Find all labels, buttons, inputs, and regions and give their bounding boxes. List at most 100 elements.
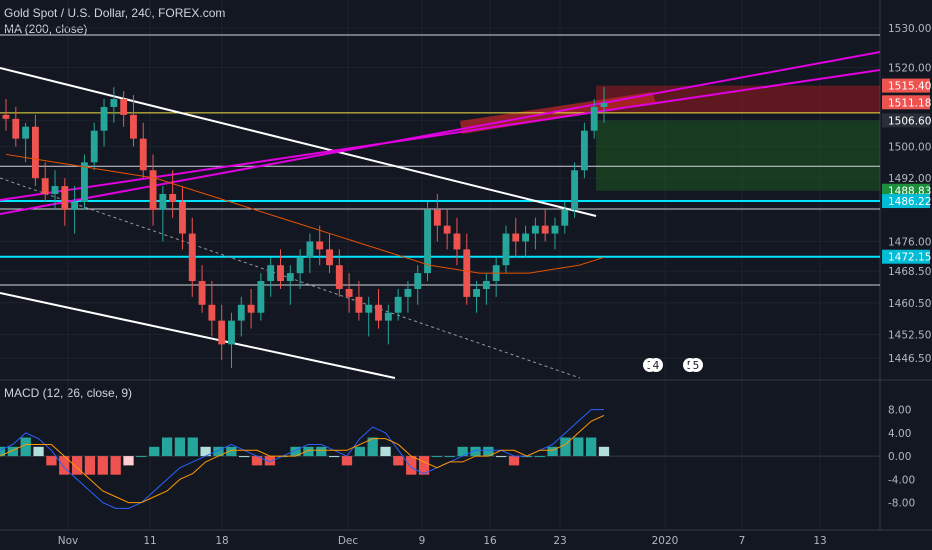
candle-body bbox=[120, 99, 128, 115]
macd-histogram-bar bbox=[328, 456, 340, 458]
time-axis: Nov 11 18 Dec 9 16 23 2020 7 13 bbox=[58, 535, 827, 547]
symbol-title[interactable]: Gold Spot / U.S. Dollar, 240, FOREX.com bbox=[4, 6, 226, 20]
candle bbox=[473, 281, 480, 313]
price-tag-box bbox=[882, 78, 930, 93]
time-axis-label: 18 bbox=[215, 535, 228, 547]
candle-body bbox=[443, 225, 451, 234]
candle-body bbox=[51, 186, 59, 194]
price-axis-label: 1452.50 bbox=[888, 329, 931, 341]
candle bbox=[159, 186, 167, 242]
macd-histogram-bar bbox=[20, 437, 31, 457]
macd-histogram-bar bbox=[598, 446, 610, 457]
time-axis-label: 7 bbox=[739, 535, 746, 547]
candle-body bbox=[267, 265, 275, 282]
candle-body bbox=[433, 209, 441, 226]
candle bbox=[228, 312, 235, 369]
macd-histogram-bar bbox=[354, 446, 365, 457]
candle bbox=[208, 281, 216, 337]
candle-body bbox=[482, 281, 490, 289]
macd-histogram-bar bbox=[573, 437, 584, 457]
candle-body bbox=[237, 304, 245, 321]
macd-axis-label: -4.00 bbox=[888, 474, 915, 486]
candle bbox=[90, 122, 98, 171]
price-tags: 1515.401511.181506.601488.831486.221472.… bbox=[882, 78, 931, 264]
candle-body bbox=[414, 273, 422, 289]
price-tag-label: 1472.15 bbox=[888, 252, 931, 264]
candle-body bbox=[90, 130, 98, 163]
candle-body bbox=[22, 126, 30, 139]
event-badge-circle bbox=[649, 358, 663, 372]
candle bbox=[41, 162, 49, 202]
macd-histogram-bar bbox=[110, 456, 121, 475]
macd-line bbox=[0, 409, 604, 509]
macd-histogram-bar bbox=[174, 437, 186, 457]
candle bbox=[71, 186, 79, 234]
candle-body bbox=[306, 241, 314, 258]
candle-body bbox=[41, 178, 49, 194]
price-tag-box bbox=[882, 249, 930, 264]
macd-histogram-bar bbox=[187, 437, 198, 457]
candle bbox=[590, 99, 598, 139]
candle bbox=[345, 273, 353, 313]
candle bbox=[394, 288, 402, 321]
price-axis-label: 1476.00 bbox=[888, 236, 931, 248]
macd-histogram-bar bbox=[470, 446, 481, 457]
candle bbox=[512, 217, 520, 258]
candle-body bbox=[277, 265, 284, 282]
candle bbox=[355, 281, 363, 321]
candle-body bbox=[296, 257, 304, 274]
price-axis-label: 1468.50 bbox=[888, 266, 931, 278]
candle-body bbox=[286, 273, 294, 282]
candle bbox=[237, 296, 245, 337]
candle bbox=[541, 209, 549, 242]
candle-body bbox=[188, 233, 196, 282]
candle-body bbox=[316, 241, 324, 250]
macd-axis: 8.00 4.00 0.00 -4.00 -8.00 bbox=[888, 405, 915, 510]
macd-histogram-bar bbox=[534, 456, 545, 458]
macd-histogram-bar bbox=[393, 456, 404, 466]
candle-body bbox=[453, 233, 461, 250]
event-badge-circle bbox=[689, 358, 703, 372]
candle bbox=[277, 249, 284, 289]
macd-histogram-bar bbox=[418, 456, 430, 475]
candle-body bbox=[384, 312, 392, 321]
candle bbox=[149, 154, 157, 226]
candle bbox=[120, 91, 128, 127]
candle-body bbox=[80, 162, 88, 202]
macd-histogram-bar bbox=[508, 456, 520, 466]
candles bbox=[2, 87, 608, 369]
price-tag-label: 1506.60 bbox=[888, 115, 931, 127]
candle-body bbox=[139, 138, 147, 171]
candle-body bbox=[502, 233, 510, 266]
macd-histogram-bar bbox=[33, 446, 44, 457]
time-axis-label: Nov bbox=[58, 535, 79, 547]
grid-lines bbox=[0, 0, 880, 530]
macd-histogram-bar bbox=[251, 456, 263, 466]
candle bbox=[492, 257, 500, 297]
macd-histogram-bar bbox=[341, 456, 353, 466]
candle bbox=[414, 265, 422, 305]
price-tag-label: 1515.40 bbox=[888, 81, 931, 93]
event-badge-label: 5 bbox=[693, 360, 700, 372]
price-tag-label: 1511.18 bbox=[888, 97, 931, 109]
candle bbox=[365, 296, 373, 337]
candle-body bbox=[257, 281, 265, 313]
candle bbox=[100, 99, 108, 147]
ma-indicator-label[interactable]: MA (200, close) bbox=[4, 22, 88, 36]
candle-body bbox=[208, 304, 216, 321]
macd-histogram bbox=[0, 437, 610, 475]
candle bbox=[286, 265, 294, 305]
candle bbox=[198, 265, 206, 313]
price-tag-box bbox=[882, 113, 930, 128]
candle bbox=[453, 217, 461, 266]
candle-body bbox=[110, 99, 118, 107]
time-axis-label: Dec bbox=[338, 535, 359, 547]
candle bbox=[551, 217, 559, 250]
candle bbox=[522, 225, 530, 258]
candle bbox=[404, 281, 412, 313]
candle bbox=[188, 217, 196, 297]
price-tag-box bbox=[882, 194, 930, 209]
candle-body bbox=[335, 265, 343, 289]
macd-histogram-bar bbox=[71, 456, 83, 475]
